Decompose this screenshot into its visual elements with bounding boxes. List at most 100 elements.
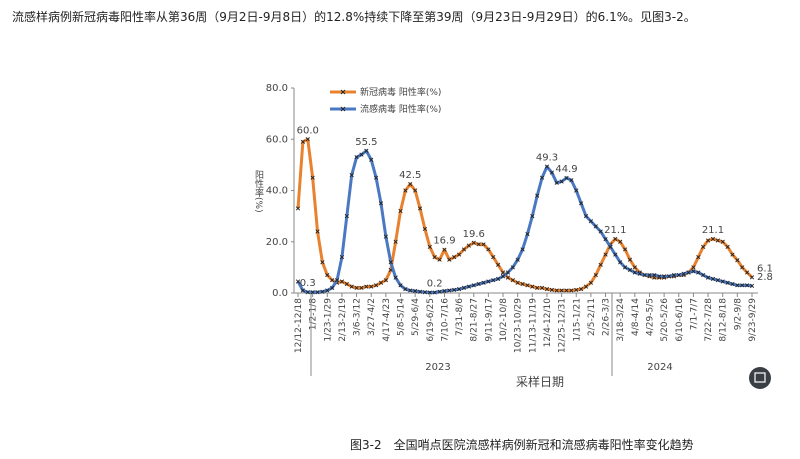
point-marker — [471, 283, 476, 288]
point-marker — [413, 188, 418, 193]
point-marker — [613, 236, 618, 242]
point-marker — [603, 252, 608, 257]
point-marker — [583, 214, 589, 219]
point-marker — [408, 288, 413, 293]
point-marker — [496, 276, 501, 282]
data-label: 6.1 — [757, 263, 773, 274]
image-icon[interactable] — [749, 367, 771, 389]
point-marker — [749, 283, 755, 288]
x-tick-label: 12/4-12/10 — [543, 298, 553, 348]
point-marker — [657, 274, 662, 279]
point-marker — [744, 270, 750, 275]
point-marker — [476, 242, 481, 247]
point-marker — [525, 231, 530, 237]
point-marker — [334, 278, 340, 283]
point-marker — [579, 201, 584, 206]
x-tick-label: 8/21-8/27 — [470, 298, 480, 342]
y-tick-label: 60.0 — [266, 134, 288, 145]
point-marker — [403, 188, 408, 193]
point-marker — [476, 281, 481, 287]
point-marker — [740, 283, 745, 288]
point-marker — [549, 287, 554, 293]
point-marker — [710, 236, 716, 242]
point-marker — [466, 284, 471, 289]
point-marker — [369, 157, 374, 162]
x-tick-label: 5/20-5/26 — [660, 298, 670, 342]
point-marker — [559, 288, 564, 293]
point-marker — [315, 290, 320, 295]
point-marker — [696, 255, 701, 260]
point-marker — [535, 285, 540, 290]
point-marker — [515, 257, 520, 262]
point-marker — [505, 270, 511, 275]
point-marker — [701, 272, 706, 278]
legend-label: 流感病毒 阳性率(%) — [360, 103, 441, 115]
point-marker — [510, 278, 515, 283]
point-marker — [544, 287, 550, 292]
x-tick-label: 8/12-8/18 — [719, 298, 729, 342]
point-marker — [642, 272, 647, 278]
y-axis-label: 阳性率(%) — [253, 170, 264, 213]
legend-marker — [340, 106, 346, 112]
point-marker — [671, 272, 677, 278]
point-marker — [432, 255, 437, 260]
data-label: 19.6 — [463, 229, 485, 240]
point-marker — [598, 229, 603, 234]
x-tick-label: 4/29-5/5 — [645, 298, 655, 336]
point-marker — [515, 280, 520, 285]
point-marker — [618, 239, 623, 244]
point-marker — [749, 275, 755, 280]
point-marker — [539, 285, 545, 290]
point-marker — [588, 219, 594, 224]
year-label: 2024 — [647, 362, 672, 373]
point-marker — [520, 281, 525, 287]
point-marker — [466, 243, 471, 248]
point-marker — [359, 285, 364, 290]
point-marker — [559, 179, 564, 184]
point-marker — [496, 262, 501, 267]
x-tick-label: 1/23-1/29 — [323, 298, 333, 342]
point-marker — [554, 180, 559, 185]
point-marker — [422, 226, 428, 232]
point-marker — [310, 175, 315, 180]
point-marker — [632, 265, 637, 270]
point-marker — [676, 272, 681, 278]
data-label: 44.9 — [555, 164, 577, 175]
point-marker — [369, 284, 374, 289]
point-marker — [300, 288, 306, 293]
point-marker — [432, 290, 437, 295]
point-marker — [354, 285, 359, 290]
point-marker — [681, 271, 686, 276]
point-marker — [339, 279, 345, 284]
x-tick-label: 3/27-4/2 — [367, 298, 377, 336]
point-marker — [530, 284, 535, 289]
point-marker — [705, 275, 711, 280]
point-marker — [744, 283, 750, 288]
point-marker — [691, 269, 696, 274]
point-marker — [413, 288, 418, 294]
x-tick-label: 9/11-9/17 — [484, 298, 494, 342]
x-tick-label: 1/2-1/8 — [309, 298, 319, 330]
data-label: 60.0 — [297, 125, 319, 136]
x-tick-label: 7/10-7/16 — [440, 298, 450, 342]
point-marker — [310, 290, 315, 295]
point-marker — [627, 267, 633, 273]
x-tick-label: 9/2-9/8 — [733, 298, 743, 330]
point-marker — [452, 255, 457, 260]
data-label: 55.5 — [355, 137, 377, 148]
point-marker — [715, 278, 720, 283]
point-marker — [486, 279, 491, 284]
point-marker — [354, 155, 359, 160]
point-marker — [564, 175, 569, 181]
x-tick-label: 5/29-6/4 — [411, 298, 421, 336]
point-marker — [359, 152, 364, 157]
point-marker — [549, 170, 554, 175]
series-line — [296, 149, 753, 294]
point-marker — [701, 244, 706, 249]
x-tick-label: 10/2-10/8 — [499, 298, 509, 342]
point-marker — [398, 283, 403, 288]
data-label: 21.1 — [604, 225, 626, 236]
data-label: 2.8 — [757, 272, 773, 283]
point-marker — [408, 181, 413, 187]
x-tick-label: 5/8-5/14 — [397, 298, 407, 336]
